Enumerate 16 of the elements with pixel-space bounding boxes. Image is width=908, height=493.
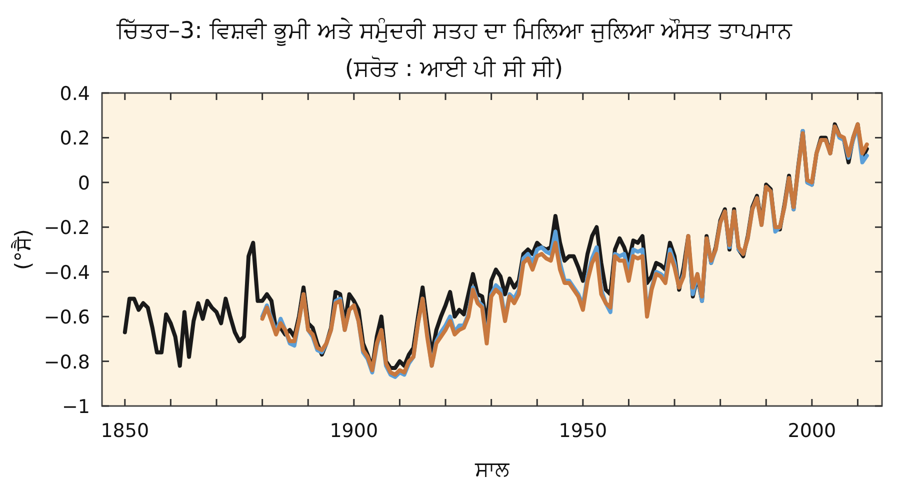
- x-tick-label: 1950: [558, 420, 608, 442]
- y-tick-label: 0.2: [60, 128, 90, 150]
- y-axis-title: (°ਸੈ): [11, 229, 35, 270]
- y-tick-label: 0.4: [60, 83, 90, 105]
- y-tick-label: −0.2: [44, 217, 90, 240]
- x-tick-label: 2000: [788, 420, 836, 442]
- y-tick-label: −0.6: [44, 306, 90, 329]
- y-tick-label: −0.4: [44, 262, 90, 284]
- chart-subtitle: (ਸਰੋਤ : ਆਈ ਪੀ ਸੀ ਸੀ): [344, 56, 564, 82]
- x-tick-label: 1900: [330, 420, 378, 442]
- y-tick-label: −0.8: [44, 351, 90, 374]
- x-tick-label: 1850: [100, 420, 150, 442]
- y-tick-label: −1: [62, 396, 90, 418]
- y-tick-label: 0: [78, 172, 90, 194]
- chart-title: ਚਿੱਤਰ–3: ਵਿਸ਼ਵੀ ਭੂਮੀ ਅਤੇ ਸਮੁੰਦਰੀ ਸਤਹ ਦਾ ਮਿਲਿਆ ਜੁਲਿਆ ਔਸਤ ਤਾਪਮਾਨ: [116, 17, 792, 46]
- x-axis-title: ਸਾਲ: [474, 457, 510, 481]
